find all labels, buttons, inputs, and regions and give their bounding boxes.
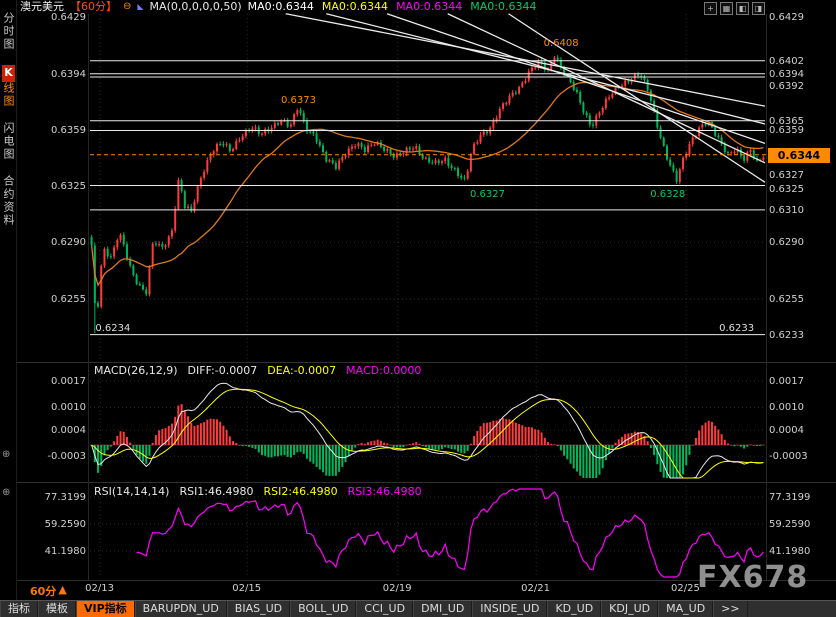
toolbar-button-7[interactable]: CCI_UD [356,601,414,617]
macd-lines [91,382,764,479]
timeframe-label: 【60分】 [70,0,117,13]
ma-value-1: MA0:0.6344 [247,0,314,13]
rsi-line [136,488,764,578]
sidebar-tab-kline[interactable]: K线图 [0,65,16,108]
macd-header: MACD(26,12,9) DIFF:-0.0007 DEA:-0.0007 M… [94,364,421,377]
rsi3-value: RSI3:46.4980 [347,485,422,498]
sidebar-tab-timeshare[interactable]: 分时图 [2,12,15,51]
toolbar-button-13[interactable]: >> [713,601,748,617]
toolbar-button-1[interactable]: 指标 [0,601,38,617]
rsi-title: RSI(14,14,14) [94,485,170,498]
toolbar-button-5[interactable]: BIAS_UD [226,601,291,617]
crosshair-icon[interactable]: + [704,2,717,15]
split-left-icon[interactable]: ◧ [736,2,749,15]
chart-corner-tools: + ▦ ◧ ◨ [704,2,765,15]
macd-diff-value: DIFF:-0.0007 [187,364,258,377]
macd-histogram [90,404,765,478]
rsi2-value: RSI2:46.4980 [263,485,338,498]
chart-header: 澳元美元 【60分】 ⊖ ◣ MA(0,0,0,0,0,50) MA0:0.634… [20,0,537,14]
footer-period[interactable]: 60分 ▲ [30,583,67,599]
toolbar-button-4[interactable]: BARUPDN_UD [134,601,227,617]
footer-period-label: 60分 [30,585,57,598]
toolbar-button-9[interactable]: INSIDE_UD [472,601,548,617]
toolbar-button-10[interactable]: KD_UD [547,601,602,617]
rsi1-value: RSI1:46.4980 [179,485,254,498]
split-right-icon[interactable]: ◨ [752,2,765,15]
candlesticks [90,55,765,334]
footer-period-arrow-icon: ▲ [58,583,67,596]
current-price-tag: 0.6344 [768,147,830,163]
collapse-icon[interactable]: ⊖ [123,1,132,12]
ma-value-2: MA0:0.6344 [321,0,389,13]
kline-active-badge: K [2,65,15,82]
symbol-name: 澳元美元 [20,0,64,13]
ma-value-3: MA0:0.6344 [396,0,463,13]
toolbar-button-2[interactable]: 模板 [38,601,76,617]
kline-tab-label: 线图 [2,82,15,108]
grid-layout-icon[interactable]: ▦ [720,2,733,15]
trendlines [285,13,766,183]
sidebar-tab-lightning[interactable]: 闪电图 [2,122,15,161]
support-resistance-lines [90,60,765,336]
macd-panel-tool-icon[interactable]: ⊕ [2,449,11,460]
rsi-header: RSI(14,14,14) RSI1:46.4980 RSI2:46.4980 … [94,485,422,498]
toolbar-button-11[interactable]: KDJ_UD [601,601,659,617]
macd-dea-value: DEA:-0.0007 [267,364,337,377]
ma-value-4: MA0:0.6344 [470,0,537,13]
toolbar-button-6[interactable]: BOLL_UD [290,601,357,617]
toolbar-button-8[interactable]: DMI_UD [413,601,473,617]
panel-frames [17,14,836,581]
ma-flag-icon: ◣ [137,2,144,11]
ma-values-group: MA0:0.6344 MA0:0.6344 MA0:0.6344 MA0:0.6344 [248,0,537,14]
sidebar-tab-contract-info[interactable]: 合约资料 [2,175,15,227]
ma-settings-label: MA(0,0,0,0,0,50) [149,0,242,13]
sidebar: 分时图 K线图 闪电图 合约资料 [0,0,17,612]
macd-macd-value: MACD:0.0000 [346,364,422,377]
fx678-watermark: FX678 [697,560,809,595]
rsi-panel-tool-icon[interactable]: ⊕ [2,487,11,498]
macd-title: MACD(26,12,9) [94,364,178,377]
bottom-toolbar: 指标 模板 VIP指标 BARUPDN_UD BIAS_UD BOLL_UD CCI_UD D… [0,600,836,617]
toolbar-button-3[interactable]: VIP指标 [76,601,135,617]
toolbar-button-12[interactable]: MA_UD [658,601,714,617]
ma-line [90,81,764,287]
